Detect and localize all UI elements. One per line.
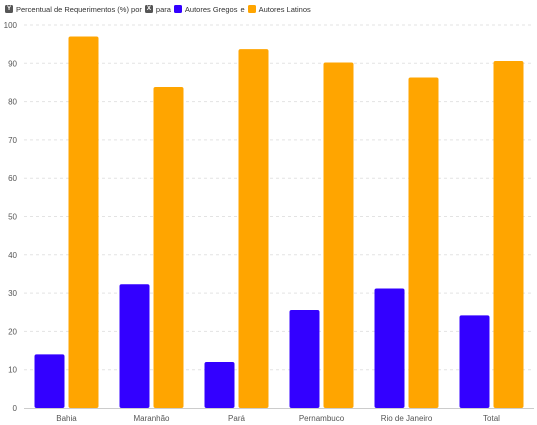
legend-conjunction-text: e	[240, 4, 245, 14]
y-tick-label: 20	[8, 327, 17, 336]
x-tick-label: Pará	[228, 414, 245, 423]
bar-autores-latinos	[323, 62, 354, 409]
y-tick-label: 100	[4, 21, 18, 30]
bar-autores-gregos	[374, 288, 405, 408]
y-tick-label: 10	[8, 366, 17, 375]
legend-connector-text: para	[155, 4, 171, 14]
y-axis-ticks: 0 10 20 30 40 50 60 70 80 90 100	[4, 21, 18, 413]
y-tick-label: 60	[8, 174, 17, 183]
x-tick-label: Maranhão	[133, 414, 170, 423]
legend-swatch-autores-latinos	[247, 5, 256, 13]
bar-autores-latinos	[68, 36, 99, 409]
y-tick-label: 80	[8, 98, 17, 107]
bar-autores-latinos	[493, 61, 524, 408]
bar-autores-gregos	[289, 309, 320, 408]
x-tick-label: Pernambuco	[299, 414, 345, 423]
bar-autores-latinos	[408, 77, 439, 408]
x-axis-ticks: Bahia Maranhão Pará Pernambuco Rio de Janeir…	[56, 414, 500, 423]
bar-autores-gregos	[34, 354, 65, 408]
x-tick-label: Bahia	[56, 414, 77, 423]
y-tick-label: 70	[8, 136, 17, 145]
bar-autores-gregos	[119, 284, 150, 408]
bar-autores-latinos	[153, 87, 184, 409]
x-tick-label: Total	[483, 414, 500, 423]
y-tick-label: 50	[8, 213, 17, 222]
chart-legend: Y Percentual de Requerimentos (%) por X …	[5, 3, 314, 15]
y-tick-label: 90	[8, 59, 17, 68]
bar-autores-latinos	[238, 49, 269, 409]
y-tick-label: 0	[13, 404, 18, 413]
legend-label-autores-latinos: Autores Latinos	[258, 4, 311, 14]
bars	[34, 36, 524, 409]
legend-label-autores-gregos: Autores Gregos	[184, 4, 238, 14]
y-tick-label: 40	[8, 251, 17, 260]
x-axis-badge: X	[144, 5, 153, 13]
grid-lines	[24, 24, 534, 371]
legend-prefix-text: Percentual de Requerimentos (%) por	[16, 4, 142, 14]
legend-swatch-autores-gregos	[173, 5, 182, 13]
bar-autores-gregos	[459, 315, 490, 408]
y-axis-badge: Y	[5, 5, 13, 13]
y-tick-label: 30	[8, 289, 17, 298]
x-tick-label: Rio de Janeiro	[381, 414, 433, 423]
bar-autores-gregos	[204, 362, 235, 408]
